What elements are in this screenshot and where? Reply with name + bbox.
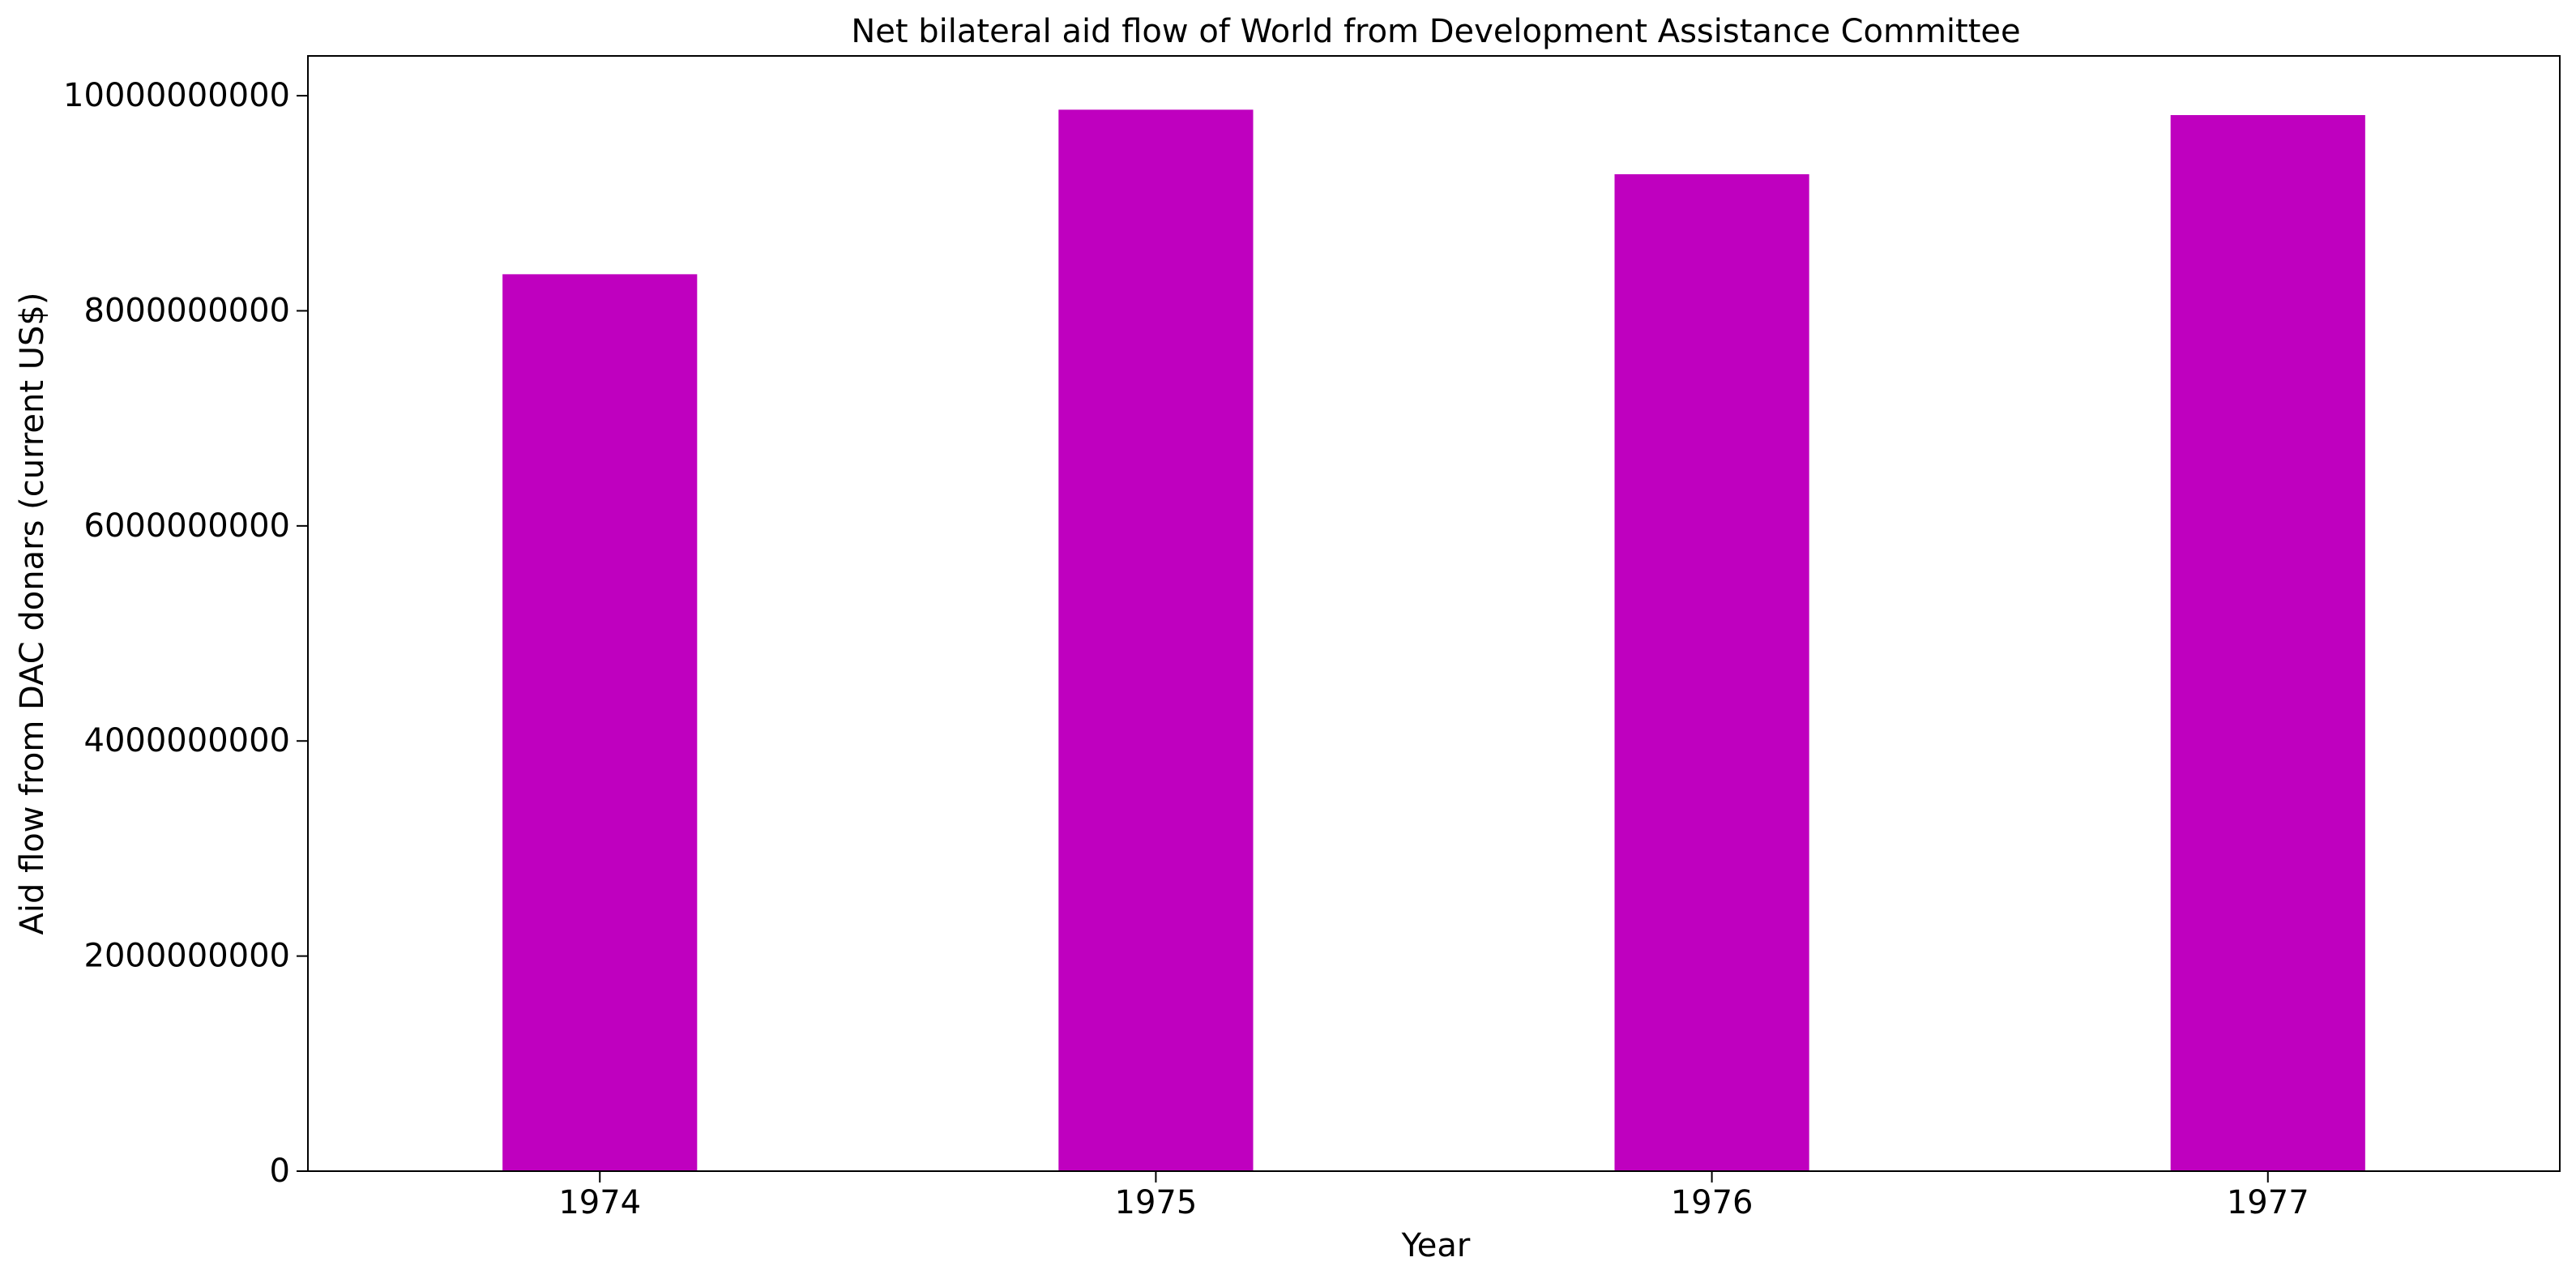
y-tick-label: 4000000000 [84, 722, 291, 759]
y-tick-label: 2000000000 [84, 938, 291, 975]
y-tick-label: 10000000000 [63, 77, 290, 114]
x-tick-label: 1977 [2227, 1184, 2309, 1221]
x-tick-label: 1975 [1115, 1184, 1198, 1221]
x-axis-ticks: 1974 1975 1976 1977 [558, 1171, 2309, 1221]
y-tick-label: 6000000000 [84, 507, 291, 545]
x-tick-label: 1974 [558, 1184, 641, 1221]
bar-1975 [1058, 109, 1254, 1172]
y-tick-label: 8000000000 [84, 292, 291, 329]
y-axis-ticks: 0 2000000000 4000000000 6000000000 800000000… [63, 77, 308, 1190]
x-axis-label: Year [1401, 1227, 1471, 1264]
chart-title: Net bilateral aid flow of World from Dev… [851, 13, 2020, 50]
bars-group [502, 109, 2365, 1172]
x-tick-label: 1976 [1671, 1184, 1754, 1221]
y-tick-label: 0 [270, 1153, 290, 1190]
bar-1977 [2170, 114, 2365, 1172]
y-axis-label: Aid flow from DAC donars (current US$) [14, 293, 51, 935]
plot-frame [307, 55, 2561, 1172]
bar-1974 [502, 274, 698, 1172]
bar-1976 [1614, 173, 1809, 1172]
